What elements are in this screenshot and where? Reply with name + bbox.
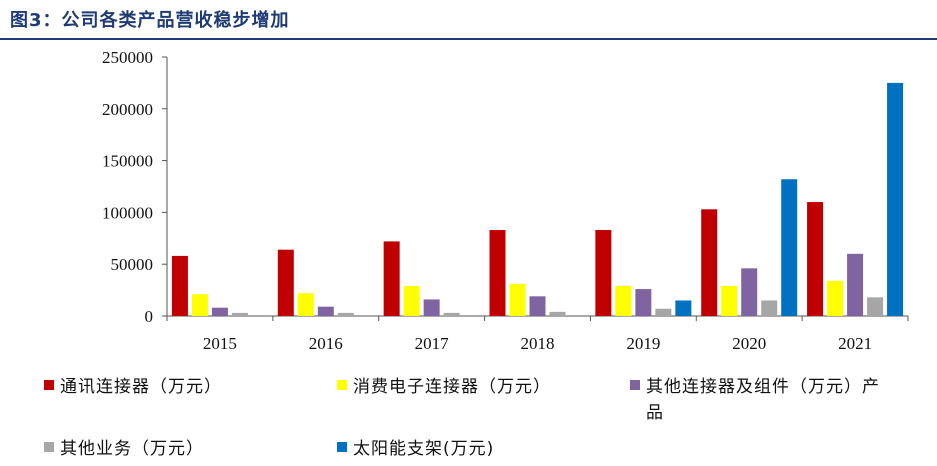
bar-2015-series-2 bbox=[211, 307, 228, 316]
bar-chart: 0 50000 100000 150000 200000 250000 2015 2016 20… bbox=[102, 48, 909, 353]
figure-title: 图3：公司各类产品营收稳步增加 bbox=[10, 10, 290, 31]
bar-2015-series-3 bbox=[231, 312, 248, 316]
bar-2016-series-1 bbox=[297, 293, 314, 316]
y-tick-label: 100000 bbox=[102, 203, 153, 222]
x-tick-label: 2015 bbox=[203, 334, 237, 353]
bar-2020-series-3 bbox=[761, 300, 778, 316]
x-tick-label: 2018 bbox=[521, 334, 555, 353]
bar-2020-series-0 bbox=[701, 209, 718, 316]
bar-2017-series-3 bbox=[443, 312, 460, 316]
x-tick-label: 2016 bbox=[309, 334, 343, 353]
bar-2017-series-2 bbox=[423, 299, 440, 316]
bar-2019-series-2 bbox=[635, 289, 652, 316]
bar-2017-series-1 bbox=[403, 285, 420, 316]
legend-label: 太阳能支架(万元) bbox=[353, 439, 495, 459]
legend-swatch bbox=[44, 442, 54, 452]
bar-2020-series-1 bbox=[721, 285, 738, 316]
x-tick-label: 2017 bbox=[415, 334, 450, 353]
bar-2016-series-3 bbox=[337, 312, 354, 316]
chart-tick-labels: 0 50000 100000 150000 200000 250000 2015 2016 20… bbox=[102, 48, 872, 353]
legend-item-1: 消费电子连接器（万元） bbox=[337, 374, 551, 400]
bar-2021-series-2 bbox=[847, 253, 864, 316]
bar-2021-series-4 bbox=[887, 82, 904, 317]
bar-2019-series-1 bbox=[615, 285, 632, 316]
bar-2020-series-2 bbox=[741, 268, 758, 316]
bar-2018-series-1 bbox=[509, 283, 526, 316]
y-tick-label: 0 bbox=[145, 307, 154, 326]
y-tick-label: 150000 bbox=[102, 152, 153, 171]
y-tick-label: 250000 bbox=[102, 48, 153, 67]
legend-item-3: 其他业务（万元） bbox=[44, 436, 204, 462]
legend-item-0: 通讯连接器（万元） bbox=[44, 374, 222, 400]
bar-2018-series-3 bbox=[549, 311, 566, 316]
legend-swatch bbox=[630, 380, 640, 390]
bar-2016-series-2 bbox=[317, 306, 334, 316]
x-tick-label: 2020 bbox=[732, 334, 766, 353]
bar-2019-series-3 bbox=[655, 308, 672, 316]
x-tick-label: 2021 bbox=[838, 334, 872, 353]
legend-item-4: 太阳能支架(万元) bbox=[337, 436, 494, 462]
legend-swatch bbox=[337, 380, 347, 390]
chart-bars bbox=[171, 82, 904, 317]
legend-label: 其他连接器及组件（万元）产品 bbox=[646, 377, 880, 423]
x-tick-label: 2019 bbox=[626, 334, 660, 353]
y-tick-label: 200000 bbox=[102, 100, 153, 119]
title-rule bbox=[0, 38, 937, 40]
bar-2016-series-0 bbox=[277, 249, 294, 316]
bar-2015-series-0 bbox=[171, 255, 188, 316]
y-tick-label: 50000 bbox=[111, 255, 154, 274]
bar-2017-series-0 bbox=[383, 241, 400, 316]
bar-2018-series-2 bbox=[529, 296, 546, 316]
legend-swatch bbox=[337, 442, 347, 452]
bar-2018-series-0 bbox=[489, 230, 506, 316]
legend-swatch bbox=[44, 380, 54, 390]
legend-label: 其他业务（万元） bbox=[60, 439, 204, 459]
bar-2021-series-3 bbox=[867, 297, 884, 316]
bar-2019-series-4 bbox=[675, 300, 692, 316]
bar-2020-series-4 bbox=[781, 179, 798, 316]
bar-2021-series-0 bbox=[807, 202, 824, 316]
legend-item-2: 其他连接器及组件（万元）产品 bbox=[630, 374, 896, 426]
bar-2019-series-0 bbox=[595, 230, 612, 316]
legend-label: 消费电子连接器（万元） bbox=[353, 377, 551, 397]
bar-2015-series-1 bbox=[191, 294, 208, 316]
bar-2021-series-1 bbox=[827, 280, 844, 316]
legend-label: 通讯连接器（万元） bbox=[60, 377, 222, 397]
